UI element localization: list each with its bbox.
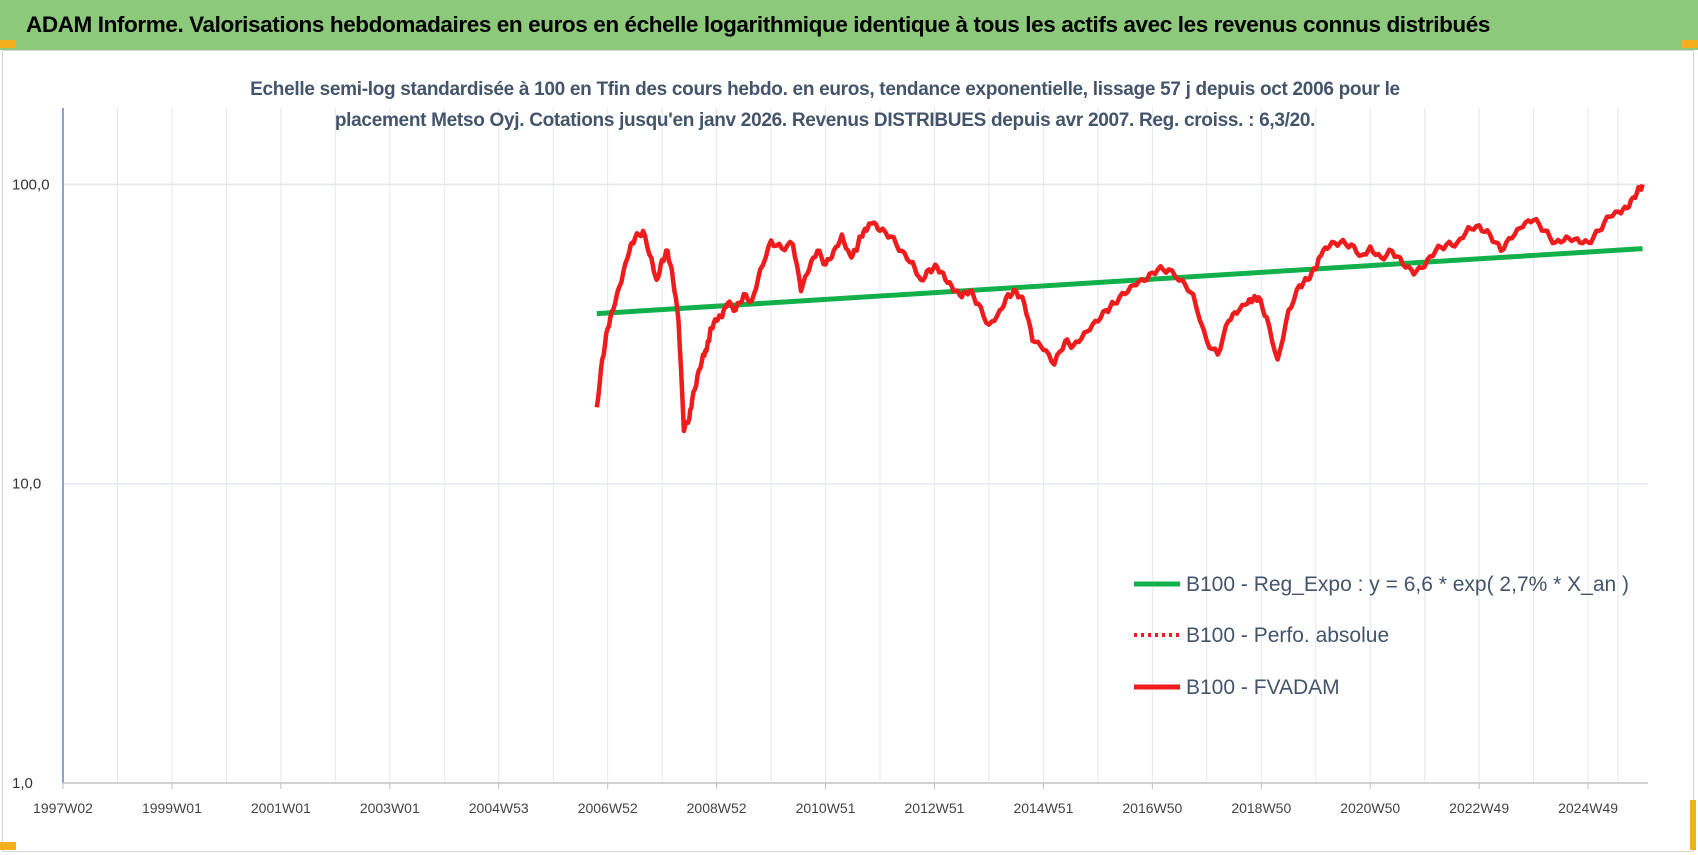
y-tick-label: 1,0 — [12, 775, 33, 792]
x-tick-label: 2001W01 — [251, 800, 311, 816]
corner-mark-bottom-left — [0, 842, 16, 850]
series-line-regression — [596, 246, 1643, 317]
x-tick-label: 1999W01 — [142, 800, 202, 816]
x-tick-label: 2010W51 — [796, 800, 856, 816]
x-tick-label: 2006W52 — [578, 800, 638, 816]
y-tick-label: 10,0 — [12, 476, 41, 493]
x-tick-label: 2022W49 — [1449, 800, 1509, 816]
x-tick-label: 2020W50 — [1340, 800, 1400, 816]
report-title: ADAM Informe. Valorisations hebdomadaire… — [26, 12, 1490, 37]
legend: B100 - Reg_Expo : y = 6,6 * exp( 2,7% * … — [1134, 573, 1629, 699]
y-tick-label: 100,0 — [12, 176, 50, 193]
legend-label-fvadam: B100 - FVADAM — [1186, 676, 1340, 699]
x-tick-label: 2012W51 — [905, 800, 965, 816]
corner-mark-top-left — [0, 40, 16, 48]
x-tick-label: 2018W50 — [1231, 800, 1291, 816]
chart-title: Echelle semi-log standardisée à 100 en T… — [180, 74, 1470, 136]
report-banner: ADAM Informe. Valorisations hebdomadaire… — [0, 0, 1698, 50]
chart-frame — [2, 50, 1694, 852]
x-tick-label: 2024W49 — [1558, 800, 1618, 816]
corner-mark-top-right — [1682, 40, 1698, 48]
series-lines — [594, 183, 1645, 434]
legend-label-perfo: B100 - Perfo. absolue — [1186, 624, 1389, 647]
x-tick-label: 2004W53 — [469, 800, 529, 816]
x-tick-label: 1997W02 — [33, 800, 93, 816]
legend-label-regression: B100 - Reg_Expo : y = 6,6 * exp( 2,7% * … — [1186, 573, 1629, 596]
x-tick-label: 2016W50 — [1122, 800, 1182, 816]
x-tick-label: 2014W51 — [1013, 800, 1073, 816]
series-line-fvadam — [594, 183, 1645, 434]
grid-lines — [62, 108, 1648, 784]
x-tick-label: 2003W01 — [360, 800, 420, 816]
chart-title-line-2: placement Metso Oyj. Cotations jusqu'en … — [334, 110, 1316, 131]
axes: 1997W02 1999W01 2001W01 2003W01 2004W53 2006W… — [12, 108, 1648, 816]
chart-title-line-1: Echelle semi-log standardisée à 100 en T… — [250, 79, 1400, 100]
corner-mark-bottom-right — [1690, 800, 1696, 850]
x-tick-label: 2008W52 — [687, 800, 747, 816]
